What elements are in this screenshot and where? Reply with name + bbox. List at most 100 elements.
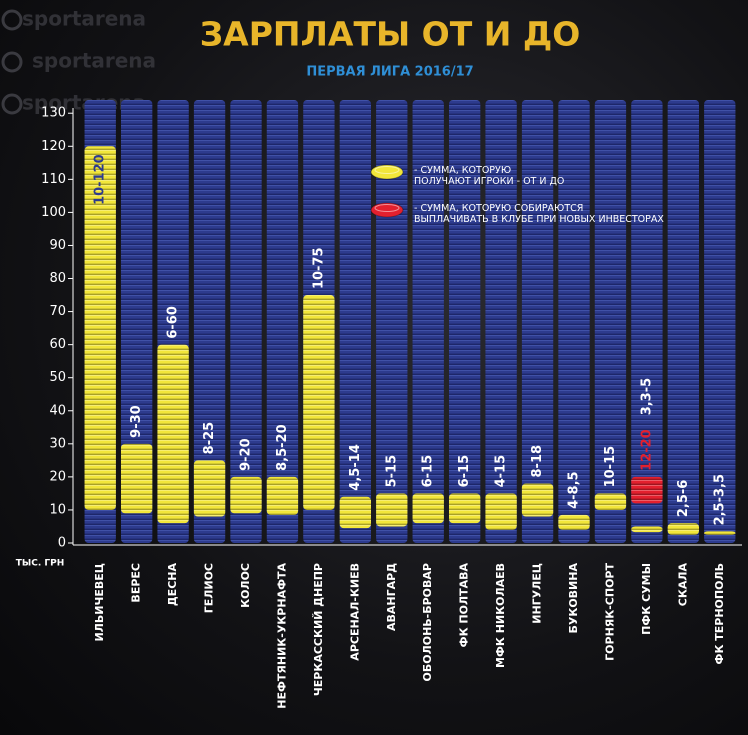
value-label: 2,5-6 — [676, 480, 691, 517]
range-bar — [303, 295, 335, 510]
column — [631, 100, 663, 543]
column — [485, 100, 517, 543]
value-label: 2,5-3,5 — [712, 474, 727, 525]
y-tick-label: 100 — [41, 205, 66, 220]
range-bar — [631, 476, 663, 504]
x-tick-label: СКАЛА — [676, 563, 689, 607]
column — [266, 100, 299, 543]
range-bar — [485, 493, 517, 530]
value-label: 10-15 — [603, 446, 618, 488]
x-tick-label: ГОРНЯК-СПОРТ — [603, 563, 616, 661]
y-tick-label: 0 — [58, 536, 66, 551]
y-tick-label: 60 — [49, 337, 66, 352]
watermark: sportarena — [32, 49, 156, 73]
x-tick-label: ДЕСНА — [166, 563, 179, 607]
range-bar — [704, 531, 736, 535]
column — [704, 100, 736, 543]
x-tick-label: МФК НИКОЛАЕВ — [494, 563, 507, 668]
watermark: sportarena — [22, 7, 146, 31]
x-tick-label: ФК ТЕРНОПОЛЬ — [713, 563, 726, 664]
y-tick-label: 50 — [49, 370, 66, 385]
legend-swatch-rim — [374, 204, 400, 212]
y-tick-label: 40 — [49, 403, 66, 418]
value-label: 9-20 — [239, 438, 254, 471]
x-tick-label: НЕФТЯНИК-УКРНАФТА — [275, 563, 288, 709]
range-bar — [631, 526, 663, 533]
range-bar — [558, 514, 590, 530]
x-tick-label: ИЛЬИЧЕВЕЦ — [93, 563, 106, 641]
legend-swatch — [370, 202, 404, 218]
column — [558, 100, 590, 543]
x-tick-label: ОБОЛОНЬ-БРОВАР — [421, 563, 434, 682]
value-label: 8-18 — [530, 445, 545, 478]
value-label: 4,5-14 — [348, 444, 363, 491]
column — [594, 100, 627, 543]
y-tick-label: 10 — [49, 502, 66, 517]
x-tick-label: АРСЕНАЛ-КИЕВ — [348, 563, 361, 661]
value-label: 10-120 — [93, 154, 108, 205]
legend-label: - СУММА, КОТОРУЮ ПОЛУЧАЮТ ИГРОКИ - ОТ И … — [414, 165, 565, 187]
x-tick-label: ВЕРЕС — [130, 563, 143, 603]
column — [230, 100, 262, 543]
value-label: 9-30 — [129, 405, 144, 438]
range-bar — [157, 344, 189, 524]
range-bar — [230, 476, 262, 514]
value-label: 6-15 — [457, 455, 472, 488]
value-label: 12-20 — [639, 429, 654, 471]
range-bar — [84, 146, 116, 510]
x-tick-label: ФК ПОЛТАВА — [458, 563, 471, 648]
range-bar — [339, 496, 372, 529]
y-tick-label: 110 — [41, 172, 66, 187]
value-label: 3,3-5 — [639, 378, 654, 415]
y-tick-label: 120 — [41, 139, 66, 154]
legend-swatch-rim — [374, 166, 400, 174]
watermark-logo — [1, 93, 23, 115]
x-tick-label: ЧЕРКАССКИЙ ДНЕПР — [312, 563, 325, 696]
value-label: 8-25 — [202, 422, 217, 455]
x-tick-label: БУКОВИНА — [567, 563, 580, 634]
value-label: 4-15 — [494, 455, 509, 488]
column — [667, 100, 700, 543]
range-bar — [448, 493, 481, 524]
column — [521, 100, 554, 543]
column — [412, 100, 444, 543]
y-tick-label: 30 — [49, 436, 66, 451]
chart-title: ЗАРПЛАТЫ ОТ И ДО — [200, 15, 581, 54]
watermark-logo — [1, 51, 23, 73]
value-label: 4-8,5 — [567, 471, 582, 508]
y-tick-label: 70 — [49, 304, 66, 319]
x-tick-label: ГЕЛИОС — [203, 563, 216, 613]
watermark-logo — [1, 9, 23, 31]
value-label: 6-60 — [166, 306, 181, 339]
y-tick-label: 80 — [49, 271, 66, 286]
legend-label: - СУММА, КОТОРУЮ СОБИРАЮТСЯ ВЫПЛАЧИВАТЬ … — [414, 203, 664, 225]
value-label: 8,5-20 — [275, 424, 290, 471]
range-bar — [594, 493, 627, 510]
column — [339, 100, 372, 543]
y-tick-label: 130 — [41, 106, 66, 121]
range-bar — [120, 443, 153, 514]
value-label: 6-15 — [421, 455, 436, 488]
x-tick-label: АВАНГАРД — [385, 563, 398, 631]
value-label: 5-15 — [384, 455, 399, 488]
column — [448, 100, 481, 543]
range-bar — [521, 483, 554, 517]
y-tick-label: 20 — [49, 469, 66, 484]
x-tick-label: ИНГУЛЕЦ — [531, 563, 544, 624]
x-tick-label: КОЛОС — [239, 563, 252, 608]
range-bar — [376, 493, 408, 527]
legend-swatch — [370, 164, 404, 180]
y-unit: ТЫС. ГРН — [16, 559, 65, 569]
x-tick-label: ПФК СУМЫ — [640, 563, 653, 635]
range-bar — [266, 476, 299, 515]
value-label: 10-75 — [311, 247, 326, 289]
chart-subtitle: ПЕРВАЯ ЛИГА 2016/17 — [306, 65, 473, 80]
range-bar — [667, 523, 700, 535]
range-bar — [193, 460, 226, 517]
y-tick-label: 90 — [49, 238, 66, 253]
column — [120, 100, 153, 543]
column — [193, 100, 226, 543]
range-bar — [412, 493, 444, 524]
